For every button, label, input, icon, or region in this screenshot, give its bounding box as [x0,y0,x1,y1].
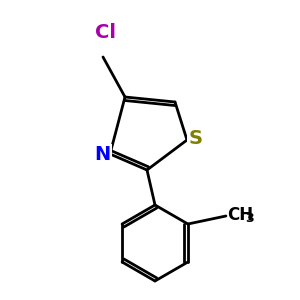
Text: 3: 3 [246,212,254,226]
Text: S: S [189,130,203,148]
Text: Cl: Cl [94,22,116,41]
Text: CH: CH [227,206,253,224]
Text: N: N [94,146,110,164]
